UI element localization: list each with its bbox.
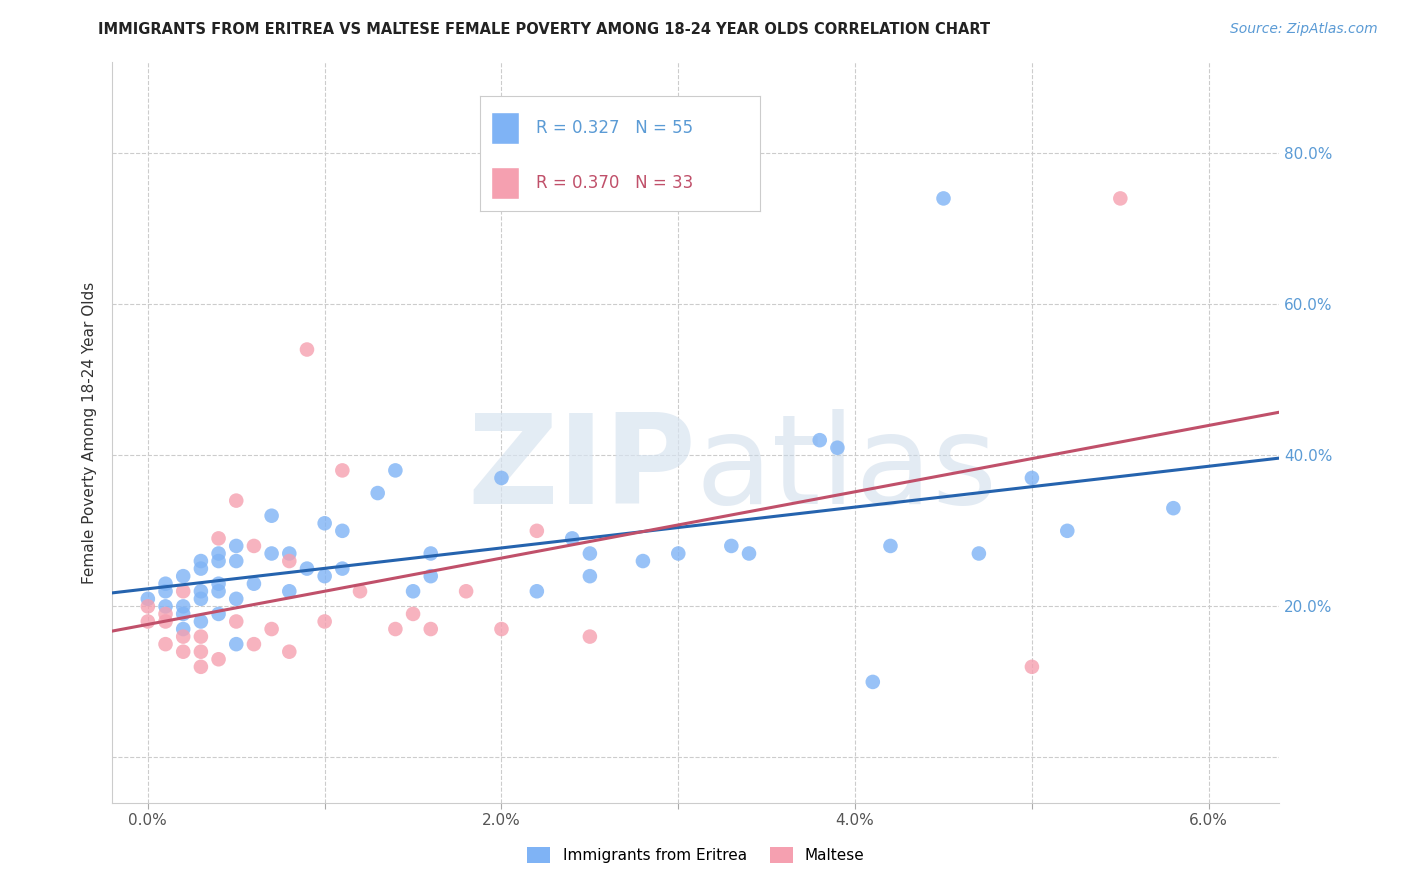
Immigrants from Eritrea <box>207 547 229 561</box>
Immigrants from Eritrea <box>384 463 406 477</box>
Maltese <box>190 660 212 674</box>
Maltese <box>526 524 548 538</box>
Immigrants from Eritrea <box>1163 501 1185 516</box>
Immigrants from Eritrea <box>419 547 441 561</box>
Immigrants from Eritrea <box>155 576 177 591</box>
Immigrants from Eritrea <box>225 637 247 651</box>
Immigrants from Eritrea <box>720 539 742 553</box>
Maltese <box>207 652 229 666</box>
Maltese <box>402 607 425 621</box>
Immigrants from Eritrea <box>190 615 212 629</box>
Maltese <box>260 622 283 636</box>
Immigrants from Eritrea <box>314 569 336 583</box>
Immigrants from Eritrea <box>932 191 955 205</box>
Text: IMMIGRANTS FROM ERITREA VS MALTESE FEMALE POVERTY AMONG 18-24 YEAR OLDS CORRELAT: IMMIGRANTS FROM ERITREA VS MALTESE FEMAL… <box>98 22 991 37</box>
Maltese <box>384 622 406 636</box>
Immigrants from Eritrea <box>314 516 336 531</box>
Maltese <box>330 463 353 477</box>
Maltese <box>155 615 177 629</box>
Immigrants from Eritrea <box>225 591 247 606</box>
Immigrants from Eritrea <box>295 561 318 575</box>
Maltese <box>295 343 318 357</box>
Immigrants from Eritrea <box>579 569 602 583</box>
Maltese <box>579 630 602 644</box>
Maltese <box>225 493 247 508</box>
Text: Source: ZipAtlas.com: Source: ZipAtlas.com <box>1230 22 1378 37</box>
Immigrants from Eritrea <box>172 569 194 583</box>
Immigrants from Eritrea <box>1021 471 1043 485</box>
Immigrants from Eritrea <box>631 554 654 568</box>
Immigrants from Eritrea <box>330 524 353 538</box>
Maltese <box>456 584 478 599</box>
Immigrants from Eritrea <box>207 554 229 568</box>
Immigrants from Eritrea <box>967 547 990 561</box>
Maltese <box>1021 660 1043 674</box>
Immigrants from Eritrea <box>419 569 441 583</box>
Immigrants from Eritrea <box>330 561 353 575</box>
Text: atlas: atlas <box>696 409 998 530</box>
Immigrants from Eritrea <box>491 471 513 485</box>
Immigrants from Eritrea <box>278 584 301 599</box>
Immigrants from Eritrea <box>243 576 266 591</box>
Maltese <box>243 637 266 651</box>
Immigrants from Eritrea <box>827 441 849 455</box>
Maltese <box>190 645 212 659</box>
Maltese <box>278 554 301 568</box>
Immigrants from Eritrea <box>172 607 194 621</box>
Maltese <box>155 607 177 621</box>
Maltese <box>1109 191 1132 205</box>
Immigrants from Eritrea <box>579 547 602 561</box>
Immigrants from Eritrea <box>278 547 301 561</box>
Maltese <box>207 532 229 546</box>
Immigrants from Eritrea <box>190 554 212 568</box>
Text: ZIP: ZIP <box>467 409 696 530</box>
Immigrants from Eritrea <box>260 508 283 523</box>
Immigrants from Eritrea <box>172 622 194 636</box>
Immigrants from Eritrea <box>879 539 901 553</box>
Immigrants from Eritrea <box>666 547 689 561</box>
Immigrants from Eritrea <box>808 433 831 447</box>
Maltese <box>419 622 441 636</box>
Maltese <box>314 615 336 629</box>
Maltese <box>349 584 371 599</box>
Immigrants from Eritrea <box>862 674 884 689</box>
Maltese <box>278 645 301 659</box>
Immigrants from Eritrea <box>155 584 177 599</box>
Maltese <box>243 539 266 553</box>
Maltese <box>491 622 513 636</box>
Immigrants from Eritrea <box>190 561 212 575</box>
Immigrants from Eritrea <box>207 576 229 591</box>
Immigrants from Eritrea <box>207 607 229 621</box>
Immigrants from Eritrea <box>190 584 212 599</box>
Maltese <box>172 630 194 644</box>
Immigrants from Eritrea <box>225 554 247 568</box>
Immigrants from Eritrea <box>402 584 425 599</box>
Immigrants from Eritrea <box>225 539 247 553</box>
Maltese <box>225 615 247 629</box>
Maltese <box>155 637 177 651</box>
Immigrants from Eritrea <box>367 486 389 500</box>
Immigrants from Eritrea <box>738 547 761 561</box>
Maltese <box>136 615 159 629</box>
Maltese <box>172 645 194 659</box>
Immigrants from Eritrea <box>561 532 583 546</box>
Maltese <box>172 584 194 599</box>
Immigrants from Eritrea <box>526 584 548 599</box>
Y-axis label: Female Poverty Among 18-24 Year Olds: Female Poverty Among 18-24 Year Olds <box>82 282 97 583</box>
Immigrants from Eritrea <box>207 584 229 599</box>
Immigrants from Eritrea <box>260 547 283 561</box>
Immigrants from Eritrea <box>190 591 212 606</box>
Legend: Immigrants from Eritrea, Maltese: Immigrants from Eritrea, Maltese <box>522 841 870 869</box>
Immigrants from Eritrea <box>1056 524 1078 538</box>
Maltese <box>190 630 212 644</box>
Immigrants from Eritrea <box>172 599 194 614</box>
Maltese <box>136 599 159 614</box>
Immigrants from Eritrea <box>136 591 159 606</box>
Immigrants from Eritrea <box>155 599 177 614</box>
